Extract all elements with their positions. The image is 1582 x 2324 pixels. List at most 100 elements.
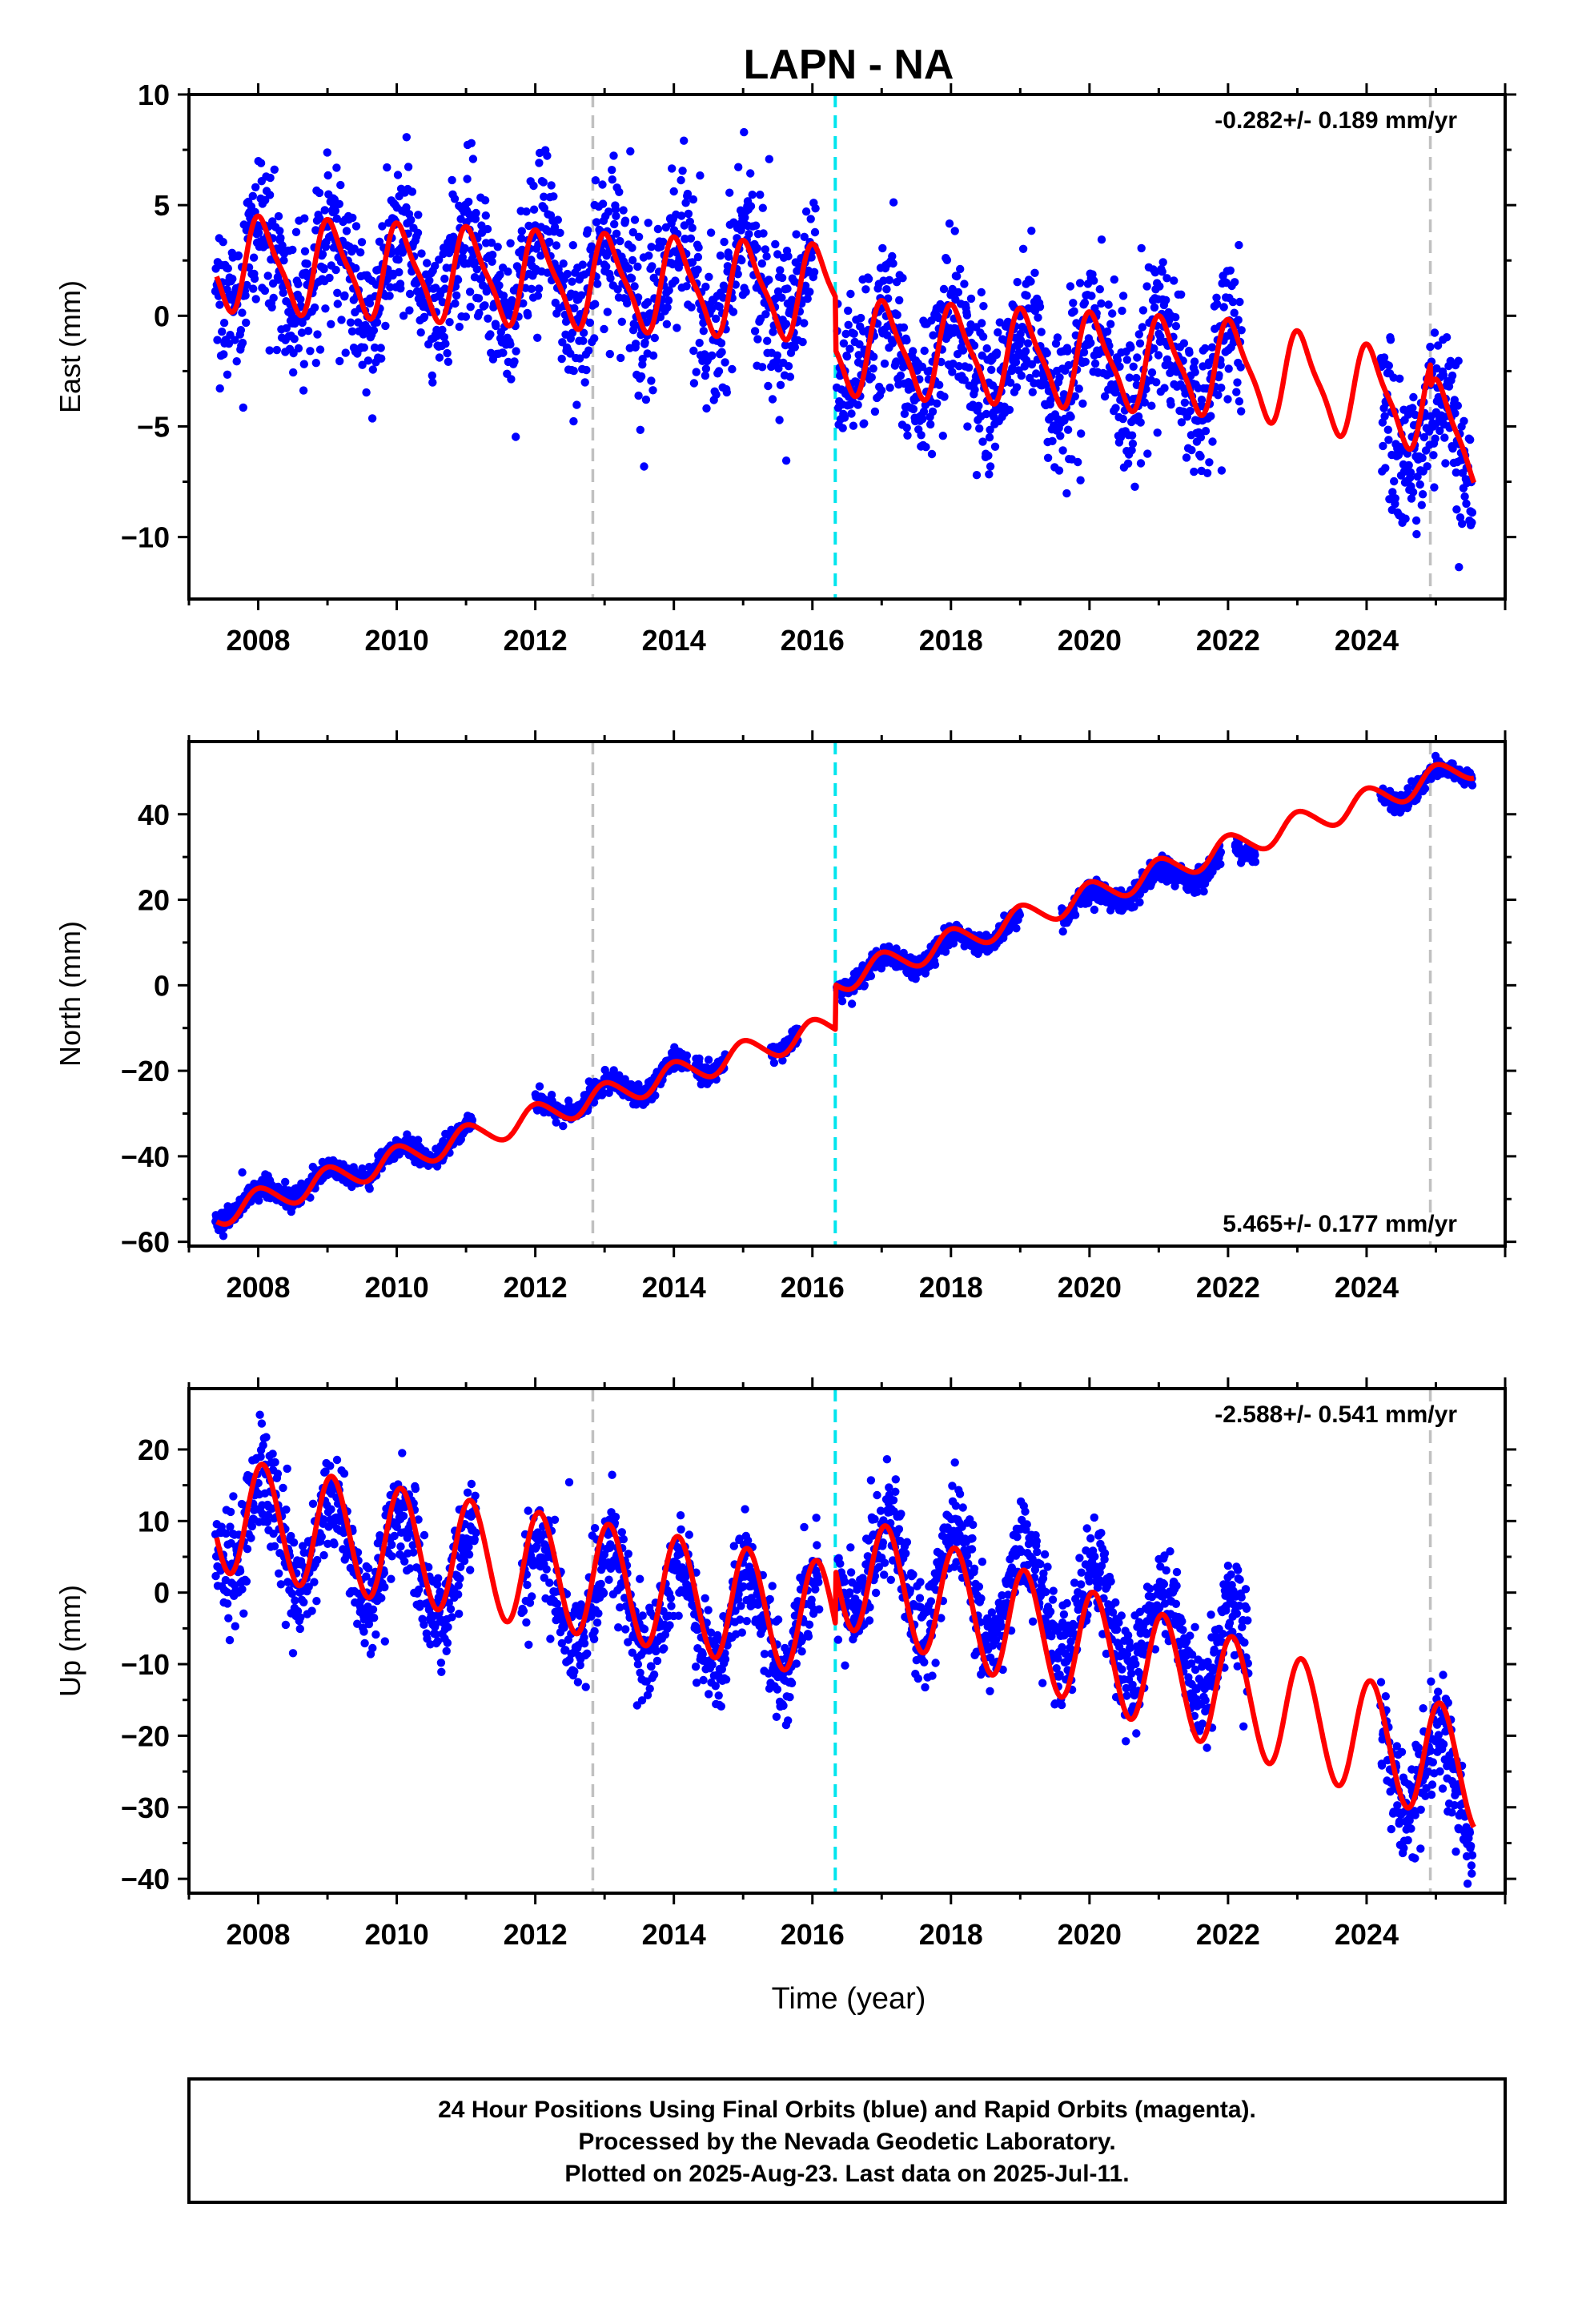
east-point [1237, 326, 1246, 335]
east-point [806, 215, 815, 223]
east-point [636, 425, 644, 434]
east-point [1147, 368, 1157, 377]
east-point [1143, 449, 1152, 458]
east-point [332, 163, 341, 172]
east-point [1034, 313, 1042, 322]
east-point [636, 372, 646, 381]
east-y-tick-label: 0 [154, 300, 170, 332]
east-point [288, 245, 297, 255]
east-point [882, 285, 891, 294]
east-point [631, 340, 640, 348]
up-point [310, 1578, 319, 1586]
east-point [290, 335, 299, 344]
east-point [927, 316, 936, 325]
east-point [306, 347, 315, 356]
east-point [346, 318, 355, 327]
east-point [898, 274, 907, 283]
up-point [242, 1577, 251, 1586]
up-point [268, 1449, 277, 1458]
east-point [715, 302, 724, 312]
east-point [1231, 278, 1239, 287]
east-point [682, 282, 691, 291]
east-point [970, 341, 979, 350]
east-point [1021, 347, 1030, 356]
east-point [986, 462, 995, 471]
east-point [270, 165, 279, 174]
east-point [495, 281, 504, 290]
east-point [741, 213, 749, 222]
east-point [714, 367, 724, 376]
east-point [450, 195, 460, 203]
east-point [1412, 529, 1421, 539]
east-point [628, 227, 637, 237]
east-point [1431, 434, 1439, 443]
east-point [695, 339, 704, 348]
east-point [1386, 336, 1395, 344]
east-point [1153, 428, 1162, 437]
east-point [985, 433, 994, 442]
east-x-tick-label: 2018 [919, 624, 983, 657]
east-point [553, 215, 562, 224]
east-point [359, 343, 368, 352]
east-point [707, 305, 716, 314]
east-point [1132, 373, 1141, 383]
east-point [942, 255, 952, 264]
east-point [239, 403, 247, 412]
east-point [279, 256, 288, 265]
east-point [719, 293, 728, 302]
east-point [219, 238, 227, 247]
east-point [861, 285, 870, 294]
east-point [249, 253, 259, 262]
east-point [927, 449, 937, 459]
east-point [1190, 357, 1199, 366]
east-point [1226, 266, 1235, 275]
up-point [370, 1614, 379, 1622]
east-point [385, 292, 394, 300]
up-point [368, 1643, 377, 1653]
east-point [662, 320, 672, 328]
east-point [678, 167, 687, 175]
up-point [409, 1548, 418, 1557]
east-point [1142, 282, 1151, 291]
east-point [603, 308, 612, 316]
east-point [1216, 360, 1226, 369]
east-point [563, 269, 572, 279]
east-point [688, 258, 697, 267]
east-point [1208, 437, 1217, 446]
east-point [1016, 336, 1026, 345]
north-y-axis-label: North (mm) [54, 921, 86, 1067]
east-point [1440, 433, 1449, 442]
east-point [928, 407, 938, 416]
east-point [294, 344, 303, 353]
east-point [1086, 339, 1095, 348]
east-y-tick-label: −10 [121, 521, 170, 554]
east-point [677, 175, 685, 185]
east-point [1237, 407, 1246, 416]
east-point [757, 363, 767, 372]
east-point [279, 288, 287, 297]
east-point [536, 251, 545, 260]
east-point [1439, 371, 1448, 380]
north-y-tick-label: −60 [121, 1226, 170, 1259]
east-point [1070, 307, 1078, 316]
east-point [775, 416, 784, 424]
east-point [464, 197, 473, 207]
east-point [435, 255, 444, 264]
east-point [372, 318, 382, 327]
east-point [966, 326, 974, 336]
east-point [435, 353, 444, 362]
east-point [310, 303, 319, 312]
east-point [681, 199, 690, 207]
east-point [1135, 339, 1145, 348]
east-point [416, 328, 425, 337]
east-point [933, 399, 942, 408]
east-point [701, 364, 711, 373]
east-point [1379, 441, 1387, 451]
east-point [1419, 432, 1429, 442]
east-point [311, 359, 320, 368]
east-point [1016, 329, 1025, 339]
east-point [1458, 519, 1467, 529]
east-point [1138, 323, 1147, 332]
east-point [920, 346, 929, 356]
east-point [728, 364, 737, 374]
